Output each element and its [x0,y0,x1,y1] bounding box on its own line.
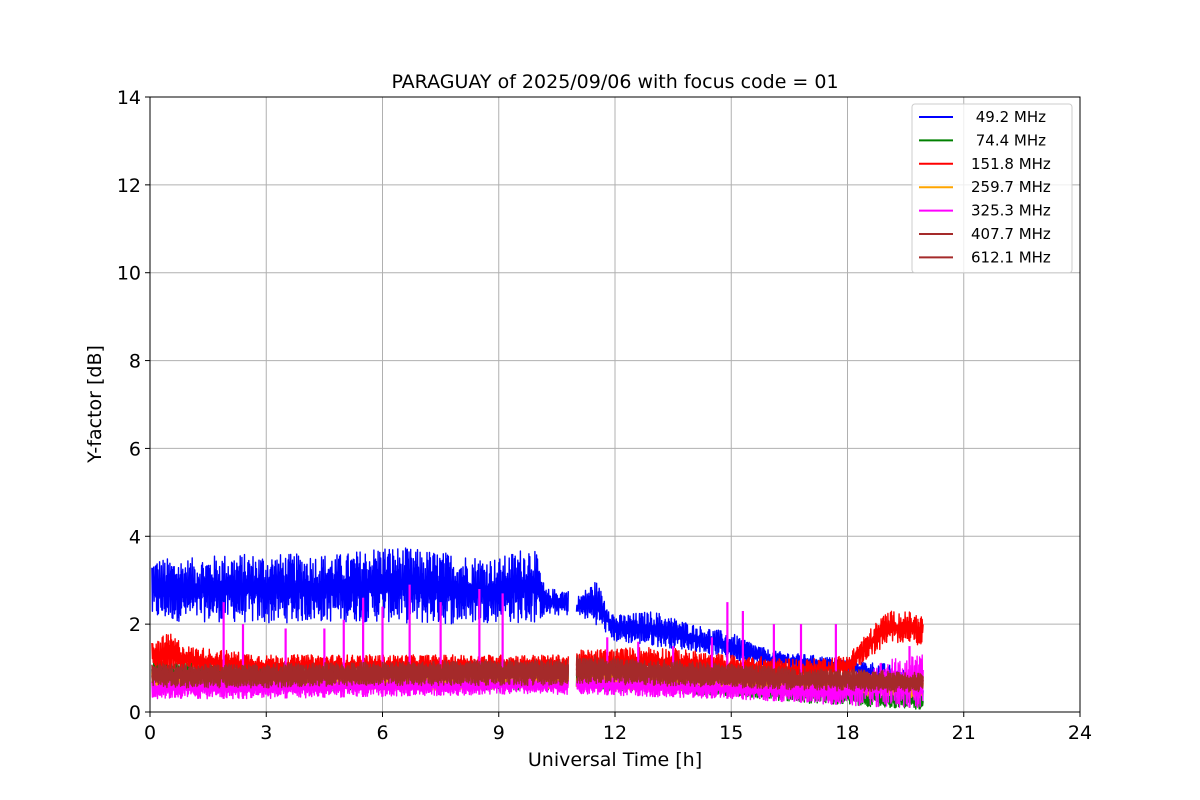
x-tick-label: 12 [603,722,627,744]
legend-label: 74.4 MHz [971,131,1046,149]
legend-item: 49.2 MHz [919,108,1046,126]
x-tick-label: 21 [952,722,976,744]
x-tick-label: 3 [260,722,272,744]
y-tick-label: 2 [129,614,141,636]
legend-label: 259.7 MHz [971,178,1051,196]
y-tick-label: 6 [129,438,141,460]
x-tick-label: 24 [1068,722,1092,744]
legend-item: 325.3 MHz [919,202,1051,220]
legend-label: 407.7 MHz [971,225,1051,243]
y-tick-label: 10 [117,263,141,285]
legend-item: 151.8 MHz [919,155,1051,173]
y-tick-label: 8 [129,351,141,373]
y-axis-label: Y-factor [dB] [84,345,106,464]
x-axis-label: Universal Time [h] [528,749,702,771]
legend-item: 612.1 MHz [919,248,1051,266]
x-tick-label: 6 [376,722,388,744]
y-tick-label: 0 [129,702,141,724]
legend-item: 259.7 MHz [919,178,1051,196]
legend-item: 74.4 MHz [919,131,1046,149]
x-tick-label: 15 [719,722,743,744]
legend-label: 49.2 MHz [971,108,1046,126]
series-6 [151,657,924,693]
x-tick-label: 18 [835,722,859,744]
legend-label: 151.8 MHz [971,155,1051,173]
chart-title: PARAGUAY of 2025/09/06 with focus code =… [391,71,838,93]
y-tick-label: 12 [117,175,141,197]
legend-label: 325.3 MHz [971,202,1051,220]
y-tick-label: 4 [129,526,141,548]
y-tick-label: 14 [117,87,141,109]
x-axis: 0 3 6 9 12 15 18 21 24 [144,712,1092,744]
x-tick-label: 0 [144,722,156,744]
series-layer [151,547,924,710]
x-tick-label: 9 [493,722,505,744]
legend-box [911,103,1073,274]
legend-label: 612.1 MHz [971,248,1051,266]
legend-item: 407.7 MHz [919,225,1051,243]
legend: 49.2 MHz 74.4 MHz 151.8 MHz 259.7 MHz 325.3… [911,103,1073,274]
y-axis: 0 2 4 6 8 10 12 14 [117,87,150,724]
series-line [151,657,924,693]
